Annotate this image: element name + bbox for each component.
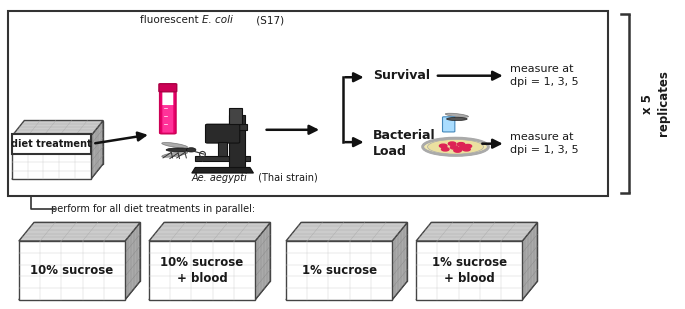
Polygon shape — [416, 281, 537, 300]
Text: 1% sucrose: 1% sucrose — [301, 264, 377, 277]
Ellipse shape — [445, 113, 469, 117]
Circle shape — [459, 146, 466, 150]
Polygon shape — [432, 222, 537, 281]
Ellipse shape — [162, 142, 188, 148]
Polygon shape — [125, 222, 140, 300]
Bar — [195, 156, 250, 161]
Circle shape — [464, 144, 471, 148]
Bar — [218, 142, 227, 156]
Bar — [229, 108, 242, 124]
Circle shape — [451, 146, 458, 149]
Circle shape — [463, 147, 470, 151]
Text: Bacterial
Load: Bacterial Load — [373, 129, 436, 158]
Text: Survival: Survival — [373, 69, 430, 82]
Polygon shape — [286, 281, 407, 300]
Text: 10% sucrose
+ blood: 10% sucrose + blood — [160, 256, 244, 285]
Polygon shape — [301, 222, 407, 281]
Circle shape — [186, 148, 196, 152]
Text: 10% sucrose: 10% sucrose — [30, 264, 114, 277]
FancyBboxPatch shape — [162, 104, 173, 133]
Bar — [229, 115, 245, 167]
Polygon shape — [164, 222, 270, 281]
Ellipse shape — [427, 139, 484, 154]
Polygon shape — [12, 136, 90, 179]
Circle shape — [441, 147, 449, 151]
Text: (S17): (S17) — [253, 15, 284, 25]
Text: 1% sucrose
+ blood: 1% sucrose + blood — [432, 256, 507, 285]
Text: E. coli: E. coli — [202, 15, 233, 25]
Bar — [12, 133, 90, 154]
Circle shape — [458, 142, 464, 146]
Polygon shape — [255, 222, 270, 300]
Bar — [8, 11, 608, 196]
Polygon shape — [12, 164, 103, 179]
Polygon shape — [18, 222, 140, 241]
Polygon shape — [18, 281, 140, 300]
Polygon shape — [34, 222, 140, 281]
Text: Ae. aegypti: Ae. aegypti — [192, 173, 247, 183]
Polygon shape — [149, 241, 255, 300]
Polygon shape — [286, 241, 392, 300]
Text: measure at
dpi = 1, 3, 5: measure at dpi = 1, 3, 5 — [510, 64, 579, 87]
Text: measure at
dpi = 1, 3, 5: measure at dpi = 1, 3, 5 — [510, 132, 579, 155]
FancyBboxPatch shape — [162, 90, 173, 105]
Polygon shape — [149, 281, 270, 300]
FancyBboxPatch shape — [443, 117, 455, 132]
FancyBboxPatch shape — [206, 124, 240, 143]
Bar — [206, 124, 247, 130]
Text: perform for all diet treatments in parallel:: perform for all diet treatments in paral… — [51, 204, 256, 214]
Polygon shape — [522, 222, 537, 300]
Polygon shape — [416, 241, 522, 300]
Polygon shape — [18, 241, 125, 300]
Text: ♀: ♀ — [197, 150, 207, 163]
Polygon shape — [392, 222, 407, 300]
Polygon shape — [12, 121, 103, 136]
FancyBboxPatch shape — [160, 89, 176, 134]
Polygon shape — [192, 167, 253, 173]
Ellipse shape — [166, 148, 190, 152]
FancyBboxPatch shape — [159, 84, 177, 92]
Circle shape — [448, 142, 456, 146]
Ellipse shape — [447, 117, 467, 121]
Circle shape — [454, 149, 462, 152]
Polygon shape — [90, 121, 103, 179]
Text: diet treatment: diet treatment — [11, 139, 92, 149]
Text: x 5
replicates: x 5 replicates — [641, 70, 670, 137]
Polygon shape — [286, 222, 407, 241]
Text: fluorescent: fluorescent — [140, 15, 202, 25]
Text: (Thai strain): (Thai strain) — [255, 173, 318, 183]
Polygon shape — [416, 222, 537, 241]
Ellipse shape — [423, 138, 488, 155]
Circle shape — [440, 144, 447, 147]
Ellipse shape — [162, 152, 188, 157]
Polygon shape — [24, 121, 103, 164]
Polygon shape — [149, 222, 270, 241]
